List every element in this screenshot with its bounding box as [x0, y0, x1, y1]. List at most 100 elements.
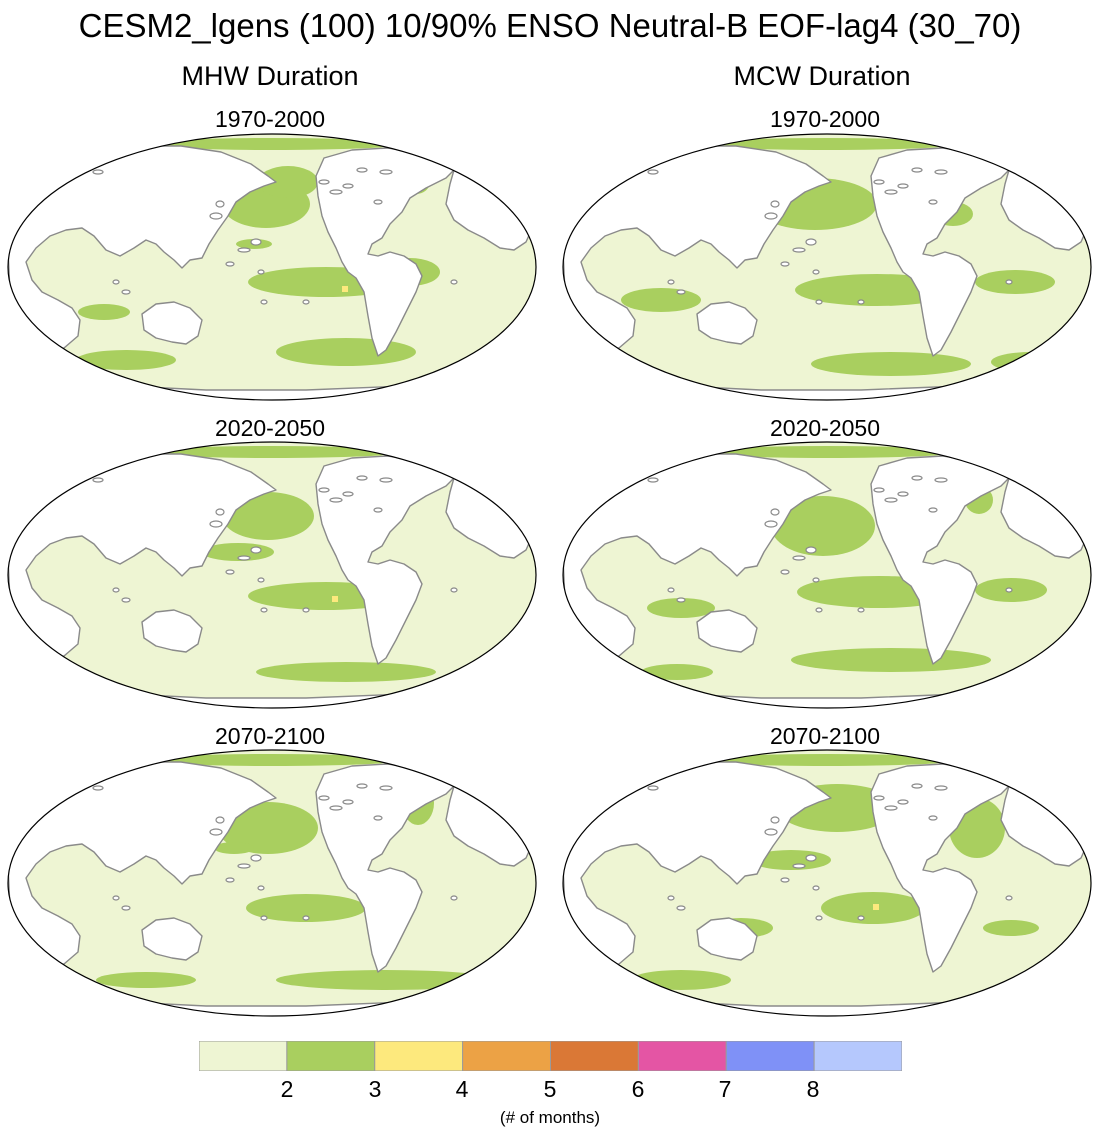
island [934, 785, 948, 791]
island [342, 183, 354, 189]
island [667, 587, 675, 593]
island [318, 795, 330, 801]
high-duration-region [641, 664, 713, 680]
island [884, 497, 898, 503]
high-duration-region [975, 270, 1055, 294]
map-border [562, 749, 1092, 1017]
island [342, 491, 354, 497]
island [815, 607, 823, 613]
column-title-mhw: MHW Duration [181, 61, 359, 91]
island [209, 520, 223, 528]
island [815, 299, 823, 305]
island [260, 299, 268, 305]
island [112, 279, 120, 285]
island [329, 497, 343, 503]
land-mass [563, 761, 832, 967]
island [342, 799, 354, 805]
high-duration-region [621, 288, 701, 312]
island [857, 607, 865, 613]
island [450, 895, 458, 901]
land-mass [870, 147, 1014, 357]
island [676, 289, 686, 295]
high-duration-region [78, 304, 130, 320]
island [911, 475, 923, 481]
map-border [7, 441, 537, 709]
island [805, 238, 817, 246]
colorbar-tick-label: 6 [631, 1076, 645, 1102]
island [225, 877, 235, 883]
colorbar-box [637, 1041, 727, 1071]
land-mass [696, 917, 758, 961]
peak-duration-cell [977, 760, 983, 766]
land-mass [8, 761, 277, 967]
island [676, 905, 686, 911]
map-mcw-2070-2100 [562, 749, 1092, 1017]
land-mass [8, 145, 277, 351]
island [805, 854, 817, 862]
high-duration-region [697, 446, 957, 458]
high-duration-region [791, 648, 991, 672]
colorbar-tick-label: 2 [280, 1076, 294, 1102]
land-mass [870, 763, 1014, 973]
island [237, 555, 251, 561]
panel-title-mcw-1970: 1970-2000 [770, 106, 880, 132]
island [121, 905, 131, 911]
island [667, 895, 675, 901]
island [257, 269, 265, 275]
island [928, 815, 938, 821]
panel-title-mhw-1970: 1970-2000 [215, 106, 325, 132]
island [812, 885, 820, 891]
island [815, 915, 823, 921]
high-duration-region [218, 802, 318, 854]
island [1005, 895, 1013, 901]
high-duration-region [983, 920, 1039, 936]
high-duration-region [697, 138, 957, 150]
map-border [562, 441, 1092, 709]
island [805, 546, 817, 554]
panel-title-mhw-2070: 2070-2100 [215, 723, 325, 749]
colorbar-box [725, 1041, 815, 1071]
map-mhw-1970-2000 [7, 133, 537, 401]
colorbar-box [286, 1041, 376, 1071]
high-duration-region [811, 352, 971, 376]
map-border [7, 133, 537, 401]
high-duration-region [276, 338, 416, 366]
colorbar-tick-label: 7 [718, 1076, 732, 1102]
island [373, 815, 383, 821]
map-border [562, 133, 1092, 401]
high-duration-region [771, 496, 875, 556]
island [450, 279, 458, 285]
island [884, 189, 898, 195]
island [302, 299, 310, 305]
column-title-mcw: MCW Duration [733, 61, 911, 91]
island [780, 569, 790, 575]
island [780, 877, 790, 883]
island [257, 577, 265, 583]
island [215, 508, 225, 516]
high-duration-region [256, 662, 436, 682]
island [250, 238, 262, 246]
island [92, 169, 104, 175]
high-duration-region [258, 166, 318, 198]
island [257, 885, 265, 891]
colorbar-box [199, 1041, 288, 1071]
island [928, 199, 938, 205]
land-mass [315, 455, 459, 665]
land-mass [315, 763, 459, 973]
island [780, 261, 790, 267]
panel-title-mcw-2070: 2070-2100 [770, 723, 880, 749]
island [764, 828, 778, 836]
island [92, 785, 104, 791]
island [356, 475, 368, 481]
island [112, 895, 120, 901]
panel-title-mcw-2020: 2020-2050 [770, 415, 880, 441]
high-duration-region [214, 842, 254, 854]
island [237, 863, 251, 869]
peak-duration-cell [332, 596, 338, 602]
island [764, 212, 778, 220]
high-duration-region [142, 754, 402, 766]
land-mass [696, 609, 758, 653]
island [112, 587, 120, 593]
island [1005, 279, 1013, 285]
high-duration-region [246, 894, 366, 922]
